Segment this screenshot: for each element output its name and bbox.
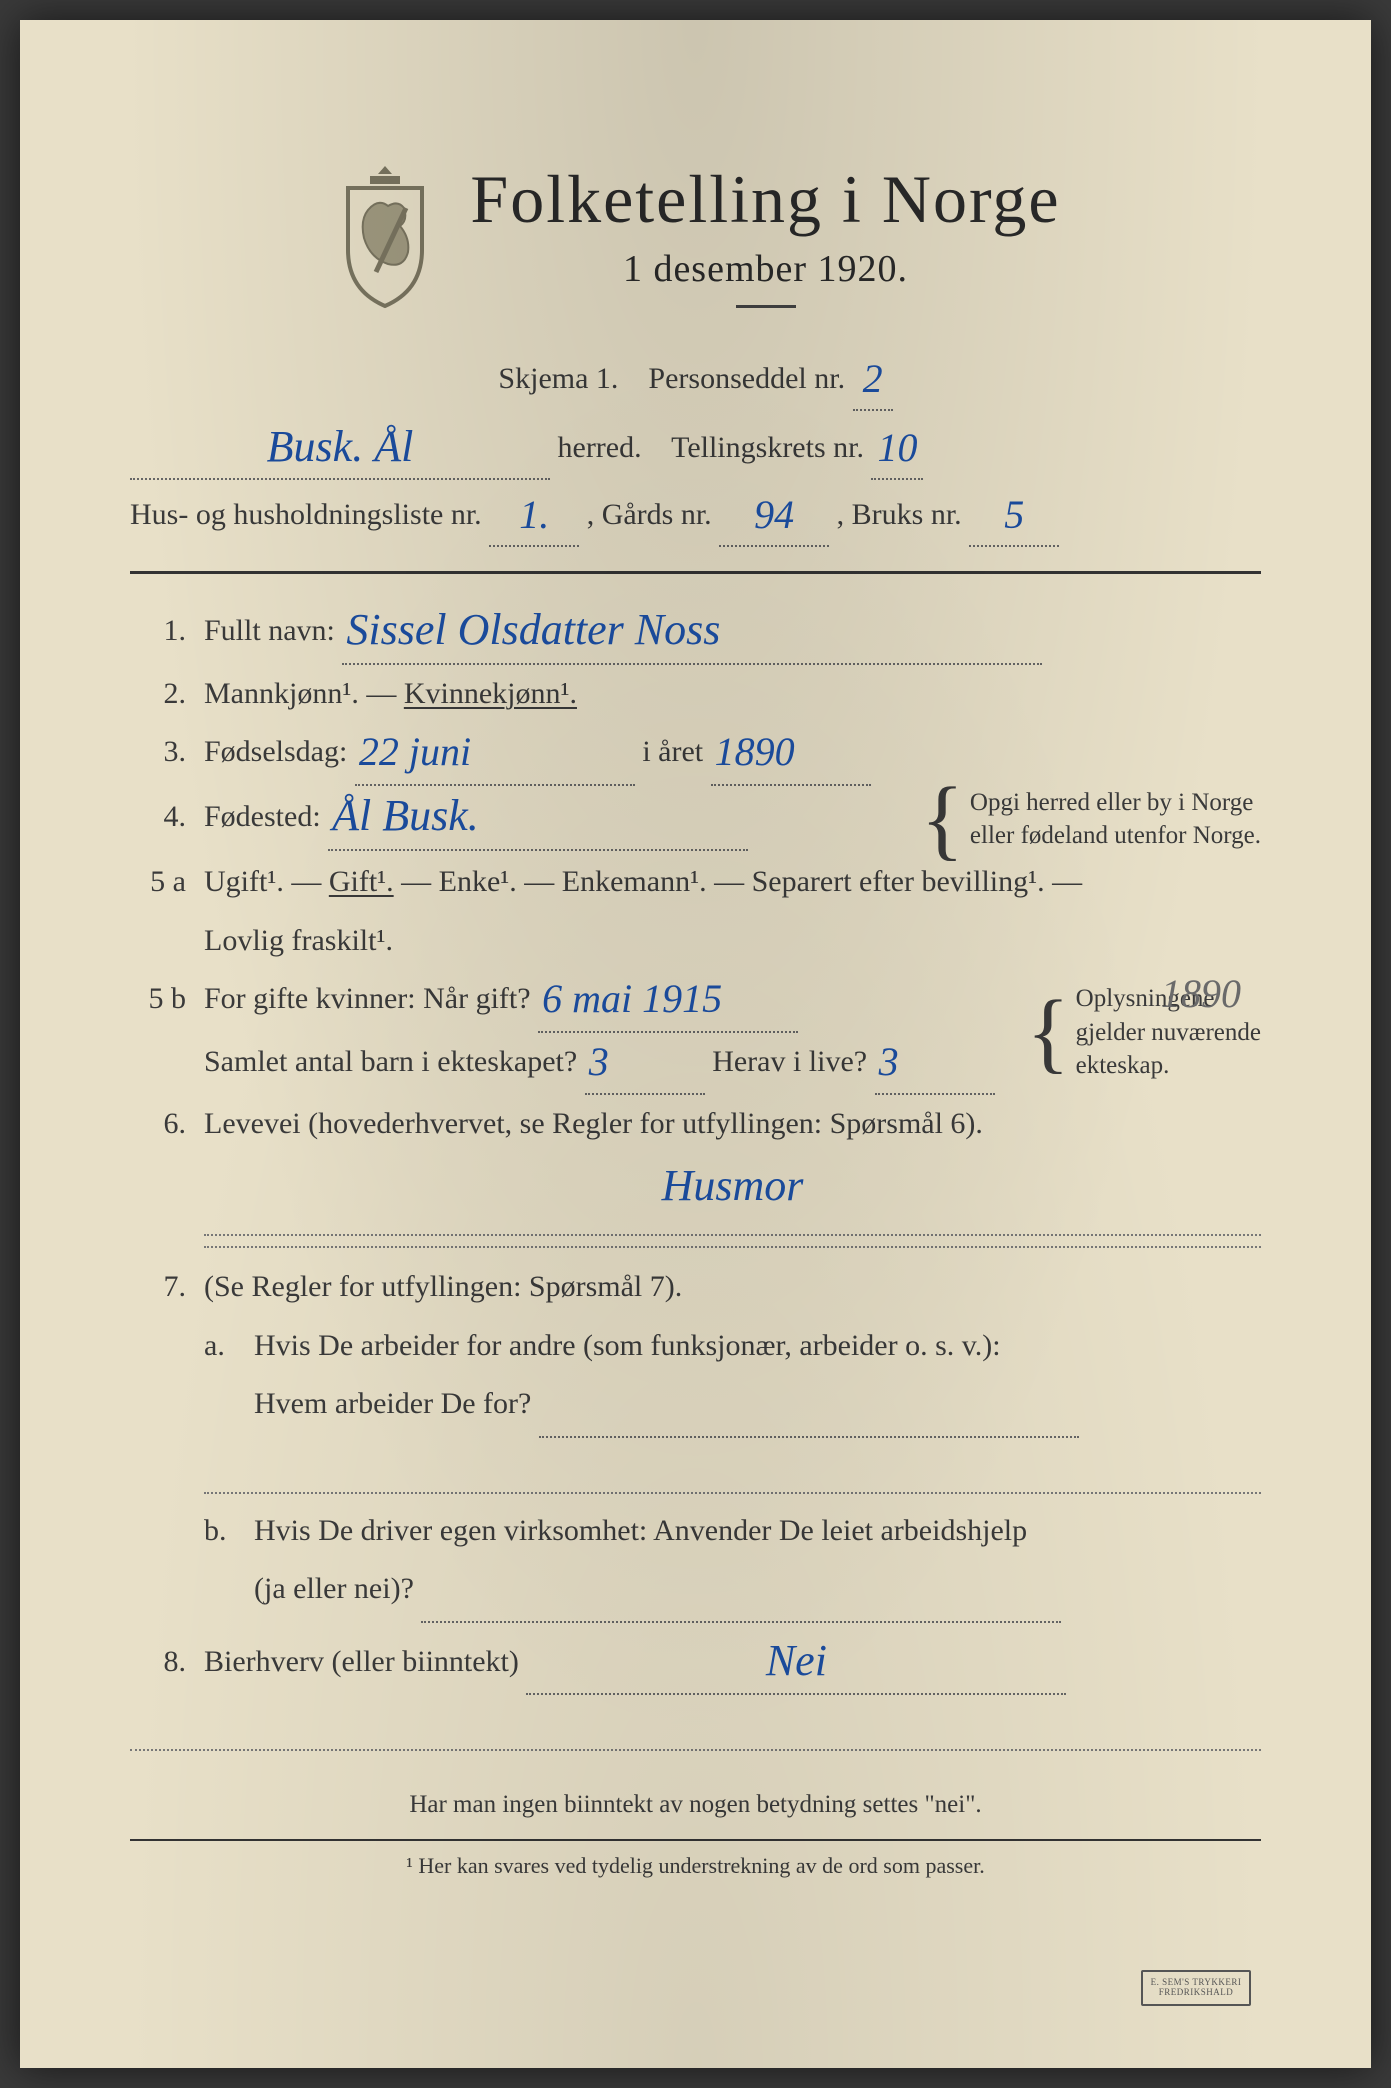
- tellingskrets-nr: 10: [877, 425, 917, 470]
- q4-num: 4.: [130, 788, 186, 847]
- q6-value: Husmor: [662, 1161, 804, 1210]
- q7-num: 7.: [130, 1258, 186, 1317]
- q1-num: 1.: [130, 602, 186, 661]
- q7-row: 7. (Se Regler for utfyllingen: Spørsmål …: [130, 1258, 1261, 1317]
- bruks-label: , Bruks nr.: [837, 498, 962, 531]
- q4-row: 4. Fødested: Ål Busk. { Opgi herred elle…: [130, 786, 1261, 854]
- divider: [130, 571, 1261, 574]
- q4-value: Ål Busk.: [332, 791, 479, 840]
- q2-num: 2.: [130, 665, 186, 724]
- q8-row: 8. Bierhverv (eller biinntekt) Nei: [130, 1633, 1261, 1696]
- footnote-1: Har man ingen biinntekt av nogen betydni…: [130, 1781, 1261, 1829]
- q3-num: 3.: [130, 723, 186, 782]
- brace-icon: {: [921, 786, 964, 854]
- herred-value: Busk. Ål: [267, 422, 414, 471]
- coat-of-arms-icon: [330, 160, 440, 310]
- q5b-label2: Samlet antal barn i ekteskapet?: [204, 1045, 577, 1078]
- gards-nr: 94: [754, 492, 794, 537]
- q6-row: 6. Levevei (hovederhvervet, se Regler fo…: [130, 1095, 1261, 1258]
- personseddel-nr: 2: [863, 356, 883, 401]
- q2-row: 2. Mannkjønn¹. — Kvinnekjønn¹.: [130, 665, 1261, 724]
- q5a-num: 5 a: [130, 853, 186, 912]
- footnote-2: ¹ Her kan svares ved tydelig understrekn…: [130, 1839, 1261, 1889]
- q8-label: Bierhverv (eller biinntekt): [204, 1645, 519, 1678]
- q5b-num: 5 b: [130, 970, 186, 1029]
- q5b-label3: Herav i live?: [712, 1045, 867, 1078]
- q4-label: Fødested:: [204, 800, 321, 833]
- footer: Har man ingen biinntekt av nogen betydni…: [130, 1781, 1261, 1889]
- dotted-rule: [204, 1458, 1261, 1494]
- header: Folketelling i Norge 1 desember 1920.: [130, 160, 1261, 310]
- q7-label: (Se Regler for utfyllingen: Spørsmål 7).: [204, 1270, 682, 1303]
- q2-option-male: Mannkjønn¹. —: [204, 677, 396, 710]
- q8-num: 8.: [130, 1633, 186, 1692]
- q5b-row: 5 b For gifte kvinner: Når gift? 6 mai 1…: [130, 970, 1261, 1095]
- q7b-row: b. Hvis De driver egen virksomhet: Anven…: [204, 1502, 1261, 1623]
- q5a-row: 5 a Ugift¹. — Gift¹. — Enke¹. — Enkemann…: [130, 853, 1261, 970]
- q7a-line1: Hvis De arbeider for andre (som funksjon…: [254, 1329, 1001, 1362]
- q6-label: Levevei (hovederhvervet, se Regler for u…: [204, 1107, 983, 1140]
- q4-note: Opgi herred eller by i Norge eller fødel…: [970, 786, 1261, 854]
- q6-num: 6.: [130, 1095, 186, 1154]
- q1-label: Fullt navn:: [204, 614, 335, 647]
- personseddel-label: Personseddel nr.: [648, 362, 845, 395]
- printer-mark: E. SEM'S TRYKKERI FREDRIKSHALD: [1141, 1970, 1251, 2006]
- q7b-line1: Hvis De driver egen virksomhet: Anvender…: [254, 1514, 1027, 1547]
- schema-label: Skjema 1.: [498, 362, 618, 395]
- q3-label: Fødselsdag:: [204, 735, 347, 768]
- q5b-label1: For gifte kvinner: Når gift?: [204, 982, 531, 1015]
- q2-option-female: Kvinnekjønn¹.: [404, 677, 577, 710]
- q5a-rest: — Enke¹. — Enkemann¹. — Separert efter b…: [401, 865, 1082, 898]
- q5b-children-alive: 3: [879, 1039, 899, 1084]
- q7b-num: b.: [204, 1502, 236, 1561]
- meta-block: Skjema 1. Personseddel nr. 2 Busk. Ål he…: [130, 350, 1261, 547]
- document-subtitle: 1 desember 1920.: [470, 247, 1060, 308]
- census-form-page: Folketelling i Norge 1 desember 1920. Sk…: [20, 20, 1371, 2068]
- husliste-label: Hus- og husholdningsliste nr.: [130, 498, 482, 531]
- q3-row: 3. Fødselsdag: 22 juni i året 1890: [130, 723, 1261, 786]
- q3-day: 22 juni: [359, 729, 471, 774]
- q5b-married-date: 6 mai 1915: [542, 976, 722, 1021]
- q5a-opt-gift: Gift¹.: [329, 865, 394, 898]
- dotted-rule: [204, 1246, 1261, 1248]
- herred-label: herred.: [558, 431, 642, 464]
- margin-pencil-note: 1890: [1161, 970, 1241, 1017]
- gards-label: , Gårds nr.: [587, 498, 712, 531]
- q5a-opt-ugift: Ugift¹. —: [204, 865, 321, 898]
- q8-value: Nei: [766, 1636, 827, 1685]
- document-title: Folketelling i Norge: [470, 160, 1060, 239]
- q7a-num: a.: [204, 1317, 236, 1376]
- q3-year-label: i året: [642, 735, 703, 768]
- q1-row: 1. Fullt navn: Sissel Olsdatter Noss: [130, 602, 1261, 665]
- q7a-line2: Hvem arbeider De for?: [254, 1387, 531, 1420]
- q5b-children-total: 3: [589, 1039, 609, 1084]
- q7b-line2: (ja eller nei)?: [254, 1572, 414, 1605]
- q3-year: 1890: [715, 729, 795, 774]
- brace-icon: {: [1026, 999, 1069, 1067]
- tellingskrets-label: Tellingskrets nr.: [671, 431, 864, 464]
- q1-value: Sissel Olsdatter Noss: [346, 605, 720, 654]
- q7a-row: a. Hvis De arbeider for andre (som funks…: [204, 1317, 1261, 1438]
- bruks-nr: 5: [1004, 492, 1024, 537]
- husliste-nr: 1.: [519, 492, 549, 537]
- dotted-rule: [130, 1715, 1261, 1751]
- q5a-line2: Lovlig fraskilt¹.: [204, 924, 393, 957]
